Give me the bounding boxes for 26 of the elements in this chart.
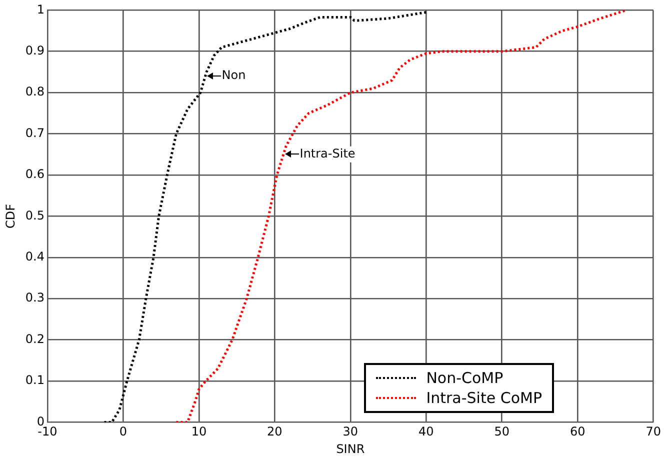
y-axis-title: CDF <box>3 204 18 228</box>
y-tick-label: 0.8 <box>25 84 44 99</box>
y-tick-label: 0.6 <box>25 167 44 182</box>
x-tick-label: 20 <box>267 424 282 439</box>
y-tick-label: 0.9 <box>25 44 44 58</box>
annotation: Non <box>222 68 246 82</box>
y-tick-label: 0.2 <box>25 332 44 346</box>
y-tick-label: 0.5 <box>25 208 44 222</box>
y-tick-label: 0.3 <box>25 290 44 305</box>
x-tick-label: 70 <box>646 424 662 439</box>
y-tick-label: 0.7 <box>25 126 44 140</box>
x-tick-label: 50 <box>494 424 510 439</box>
legend-label: Intra-Site CoMP <box>426 388 542 408</box>
line-series <box>174 10 628 422</box>
annotation: Intra-Site <box>300 146 356 161</box>
y-tick-label: 1 <box>36 2 44 16</box>
line-series <box>103 11 428 422</box>
y-tick-label: 0.1 <box>25 373 44 388</box>
y-tick-label: 0.4 <box>25 250 44 264</box>
x-tick-label: 60 <box>570 424 586 439</box>
x-tick-label: 30 <box>342 424 358 439</box>
legend-label: Non-CoMP <box>426 368 504 388</box>
x-tick-label: 0 <box>119 424 128 439</box>
x-tick-label: 10 <box>191 424 207 439</box>
x-axis-title: SINR <box>336 442 365 456</box>
x-tick-label: 40 <box>418 424 434 439</box>
